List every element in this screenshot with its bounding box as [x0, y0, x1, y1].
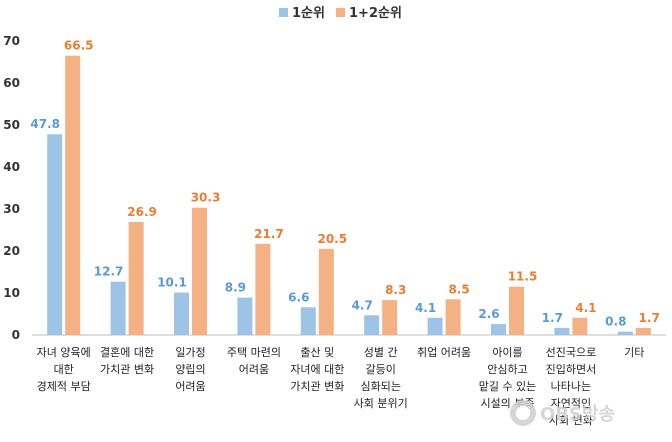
- y-tick-label: 60: [3, 76, 20, 90]
- data-label: 2.6: [478, 307, 499, 321]
- data-label: 20.5: [317, 232, 347, 246]
- data-label: 30.3: [191, 191, 221, 205]
- data-label: 0.8: [605, 315, 626, 329]
- bar-rank1-2: [509, 286, 524, 335]
- y-tick-label: 10: [3, 286, 20, 300]
- data-label: 47.8: [30, 117, 60, 131]
- category-label: 출산 및 자녀에 대한 가치관 변화: [290, 346, 344, 393]
- bar-rank1-2: [318, 248, 334, 335]
- category-label: 취업 어려움: [417, 346, 471, 359]
- watermark-logo: OBS방송: [510, 400, 615, 426]
- data-label: 8.9: [225, 281, 246, 295]
- data-label: 8.5: [448, 282, 469, 296]
- category-label: 기타: [624, 346, 644, 359]
- data-label: 8.3: [385, 283, 406, 297]
- bar-rank1: [617, 331, 633, 335]
- bar-rank1: [110, 281, 126, 335]
- category-label: 일가정 양립의 어려움: [175, 345, 205, 393]
- y-axis: 0 10 20 30 40 50 60 70: [3, 34, 20, 342]
- bars: [47, 55, 651, 335]
- bar-rank1-2: [65, 55, 81, 335]
- bar-rank1: [427, 317, 443, 335]
- bar-rank1-2: [572, 317, 588, 335]
- bar-rank1: [47, 134, 63, 335]
- bar-rank1: [554, 327, 570, 335]
- legend-swatch: [336, 8, 345, 17]
- bar-rank1-2: [382, 300, 398, 335]
- data-label: 1.7: [542, 311, 563, 325]
- bar-rank1-2: [445, 299, 461, 335]
- bar-rank1-2: [128, 222, 144, 335]
- watermark-text: OBS방송: [540, 404, 615, 425]
- bar-rank1: [174, 292, 189, 335]
- bar-rank1-2: [192, 207, 207, 335]
- data-label: 6.6: [288, 290, 309, 304]
- bar-rank1: [491, 324, 506, 335]
- y-tick-label: 0: [12, 328, 20, 342]
- data-label: 1.7: [639, 311, 660, 325]
- bar-rank1: [300, 307, 316, 335]
- data-label: 4.1: [575, 301, 596, 315]
- bar-rank1-2: [255, 243, 271, 335]
- bar-rank1: [237, 297, 253, 335]
- legend-swatch: [279, 8, 288, 17]
- legend: 1순위 1+2순위: [279, 6, 402, 21]
- legend-label: 1순위: [292, 6, 325, 21]
- data-label: 4.7: [352, 298, 373, 312]
- category-label: 아이를 안심하고 맡길 수 있는 시설의 부족: [479, 346, 537, 410]
- category-label: 자녀 양육에 대한 경제적 부담: [37, 346, 91, 393]
- legend-label: 1+2순위: [349, 6, 402, 21]
- data-labels: 47.8 66.5 12.7 26.9 10.1 30.3 8.9 21.7 6.6 20.5 4.…: [30, 39, 660, 329]
- data-label: 66.5: [64, 39, 94, 53]
- y-tick-label: 40: [3, 160, 20, 174]
- y-tick-label: 20: [3, 244, 20, 258]
- data-label: 12.7: [94, 265, 124, 279]
- category-label: 주택 마련의 어려움: [227, 346, 281, 376]
- data-label: 10.1: [157, 276, 187, 290]
- bar-rank1: [364, 315, 380, 335]
- category-label: 결혼에 대한 가치관 변화: [100, 346, 154, 376]
- bar-rank1-2: [635, 327, 651, 335]
- y-tick-label: 30: [3, 202, 20, 216]
- data-label: 11.5: [508, 270, 538, 284]
- y-tick-label: 70: [3, 34, 20, 48]
- data-label: 26.9: [127, 205, 157, 219]
- category-label: 성별 간 갈등이 심화되는 사회 분위기: [354, 346, 408, 410]
- data-label: 4.1: [415, 301, 436, 315]
- data-label: 21.7: [254, 227, 284, 241]
- y-tick-label: 50: [3, 118, 20, 132]
- category-label: 선진국으로 진입하면서 나타나는 자연적인 사회 변화: [546, 346, 597, 427]
